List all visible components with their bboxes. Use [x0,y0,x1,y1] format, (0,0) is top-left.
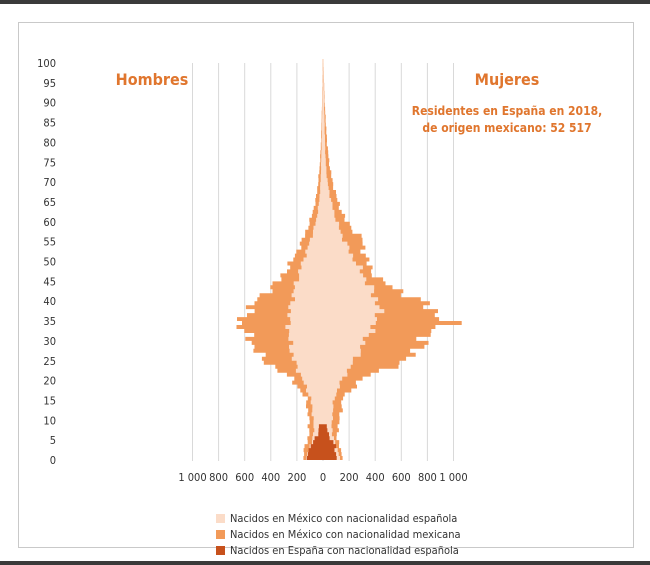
y-tick-label: 60 [43,216,56,229]
y-tick-label: 100 [37,57,56,70]
y-tick-label: 90 [43,97,56,110]
legend-swatch [216,514,225,523]
chart-panel: 0 5 10 15 20 25 30 35 40 45 50 55 60 65 70 75 80 85 90 95 10… [18,22,634,557]
x-tick-label: 400 [261,471,280,484]
legend-label: Nacidos en México con nacionalidad españ… [230,512,458,525]
y-tick-label: 15 [43,394,56,407]
x-tick-label: 600 [392,471,411,484]
legend-item-born-in-spain: Nacidos en España con nacionalidad españ… [216,543,461,559]
y-tick-label: 65 [43,196,56,209]
y-tick-label: 35 [43,315,56,328]
y-tick-label: 45 [43,275,56,288]
legend: Nacidos en México con nacionalidad españ… [216,511,461,559]
pyramid-men-born-spain [306,424,323,460]
legend-item-spanish-nationality: Nacidos en México con nacionalidad españ… [216,511,461,527]
legend-swatch [216,546,225,555]
men-label: Hombres [116,70,189,89]
y-tick-label: 30 [43,335,56,348]
x-tick-label: 400 [366,471,385,484]
legend-swatch [216,530,225,539]
women-label: Mujeres [475,70,540,89]
y-tick-label: 85 [43,117,56,130]
x-tick-label: 800 [209,471,228,484]
x-tick-label: 200 [340,471,359,484]
population-pyramid-chart: 0 5 10 15 20 25 30 35 40 45 50 55 60 65 70 75 80 85 90 95 10… [37,57,602,484]
annotation-line: de origen mexicano: 52 517 [422,121,591,135]
top-rule [0,0,650,4]
annotation-line: Residentes en España en 2018, [412,104,602,118]
x-tick-label: 600 [235,471,254,484]
y-tick-label: 75 [43,156,56,169]
x-tick-label: 200 [287,471,306,484]
y-tick-label: 50 [43,256,56,269]
y-tick-label: 55 [43,236,56,249]
legend-label: Nacidos en España con nacionalidad españ… [230,544,459,557]
x-tick-label: 1 000 [439,471,467,484]
bottom-rule [0,561,650,565]
pyramid-women-mexican-nat [323,59,462,460]
pyramid-women-spanish-nat [323,59,385,460]
y-tick-label: 0 [50,454,56,467]
x-tick-label: 1 000 [178,471,206,484]
pyramid-women-born-spain [323,424,337,460]
y-tick-label: 25 [43,355,56,368]
y-tick-label: 95 [43,77,56,90]
y-tick-label: 70 [43,176,56,189]
legend-label: Nacidos en México con nacionalidad mexic… [230,528,461,541]
y-tick-label: 10 [43,414,56,427]
y-tick-label: 5 [50,434,56,447]
x-tick-label: 0 [320,471,326,484]
legend-item-mexican-nationality: Nacidos en México con nacionalidad mexic… [216,527,461,543]
x-tick-label: 800 [418,471,437,484]
y-tick-label: 40 [43,295,56,308]
pyramid-men-spanish-nat [285,59,323,460]
y-tick-label: 80 [43,136,56,149]
y-tick-label: 20 [43,375,56,388]
